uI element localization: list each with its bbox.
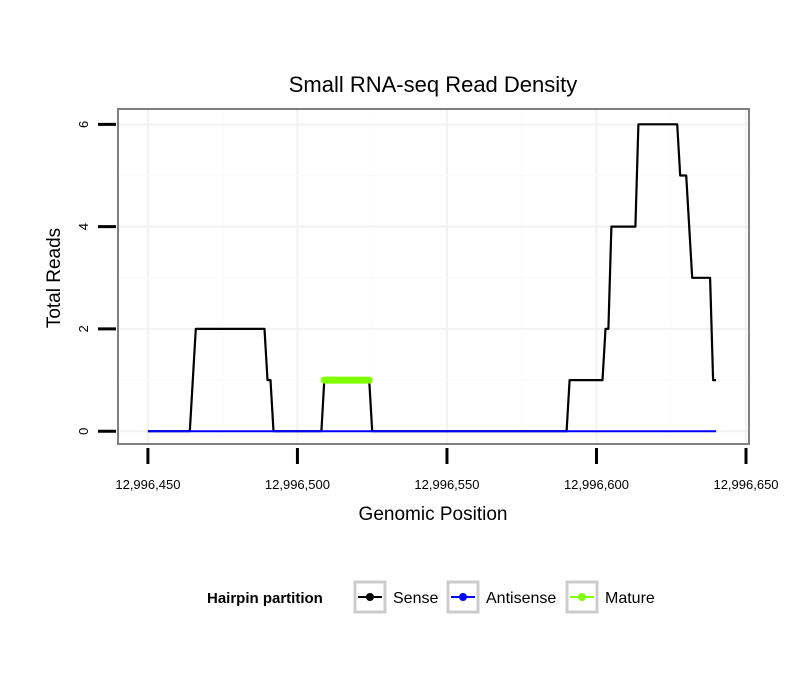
y-axis-title: Total Reads xyxy=(44,228,65,328)
legend-entry-mature: Mature xyxy=(565,580,655,614)
axes: 12,996,450 12,996,500 12,996,550 12,996,600… xyxy=(76,121,779,492)
legend-title: Hairpin partition xyxy=(207,590,323,607)
legend-key-point xyxy=(459,593,467,601)
x-tick-label: 12,996,450 xyxy=(115,477,180,492)
series-line-sense xyxy=(147,123,717,433)
legend-label: Sense xyxy=(393,590,438,607)
x-axis-title: Genomic Position xyxy=(359,504,508,525)
legend-key-point xyxy=(578,593,586,601)
y-tick-label: 0 xyxy=(76,428,91,435)
legend-label: Mature xyxy=(605,590,655,607)
legend-entry-antisense: Antisense xyxy=(446,580,556,614)
x-tick-label: 12,996,600 xyxy=(564,477,629,492)
chart-title: Small RNA-seq Read Density xyxy=(289,72,578,97)
grid-lines xyxy=(118,109,749,444)
plot-panel xyxy=(117,108,750,445)
x-tick-label: 12,996,650 xyxy=(713,477,778,492)
x-tick-label: 12,996,550 xyxy=(414,477,479,492)
y-tick-label: 6 xyxy=(76,121,91,128)
legend-label: Antisense xyxy=(486,590,556,607)
y-tick-label: 2 xyxy=(76,325,91,332)
legend: Hairpin partition Sense Antisense Mature xyxy=(207,580,655,614)
x-tick-label: 12,996,500 xyxy=(265,477,330,492)
legend-entry-sense: Sense xyxy=(353,580,438,614)
data-series xyxy=(147,123,717,433)
legend-key-point xyxy=(366,593,374,601)
y-tick-label: 4 xyxy=(76,223,91,230)
